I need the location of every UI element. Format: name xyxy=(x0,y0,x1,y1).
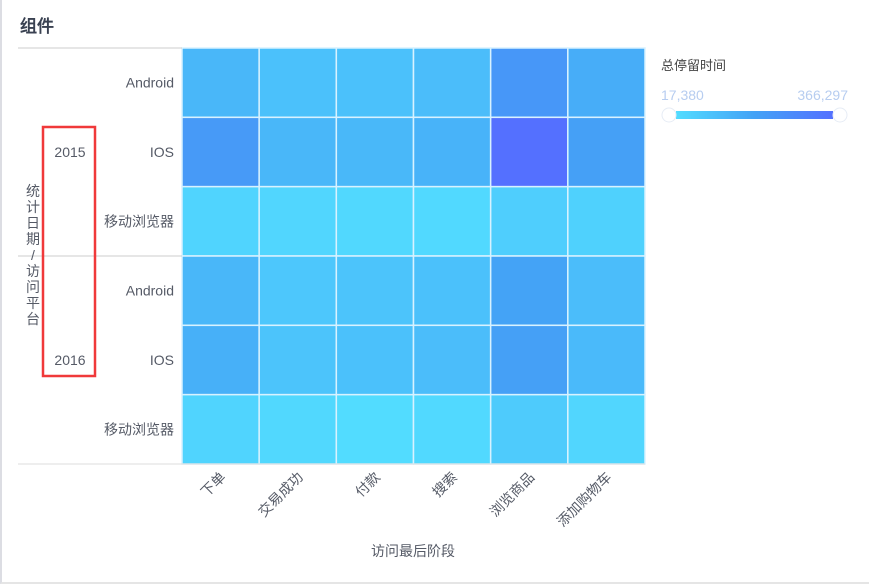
heatmap-cell[interactable] xyxy=(181,47,260,119)
page-title: 组件 xyxy=(20,17,54,36)
y-group-label: 2016 xyxy=(54,352,85,368)
heatmap-cell[interactable] xyxy=(335,116,415,188)
heatmap-cell[interactable] xyxy=(489,47,569,119)
heatmap-cell[interactable] xyxy=(258,324,338,396)
heatmap-cell[interactable] xyxy=(258,116,338,188)
heatmap-cell[interactable] xyxy=(181,324,260,396)
legend-max-handle[interactable] xyxy=(832,107,848,123)
highlight-box xyxy=(41,125,97,378)
heatmap-cell[interactable] xyxy=(489,324,569,396)
heatmap-cell[interactable] xyxy=(567,47,646,119)
heatmap-cell[interactable] xyxy=(335,393,415,465)
x-tick-label: 搜索 xyxy=(429,469,460,500)
legend-max-label: 366,297 xyxy=(797,87,848,103)
legend-title: 总停留时间 xyxy=(661,58,726,73)
heatmap-cell[interactable] xyxy=(181,393,260,465)
heatmap-cell[interactable] xyxy=(258,393,338,465)
heatmap-cell[interactable] xyxy=(489,393,569,465)
legend-gradient-bar xyxy=(676,111,833,119)
x-tick-label: 浏览商品 xyxy=(486,469,537,520)
x-axis-title: 访问最后阶段 xyxy=(371,543,455,559)
x-tick-label: 交易成功 xyxy=(255,469,306,520)
heatmap-cell[interactable] xyxy=(489,185,569,257)
heatmap-cell[interactable] xyxy=(567,324,646,396)
legend-min-label: 17,380 xyxy=(661,87,704,103)
y-tick-label: Android xyxy=(126,283,174,299)
heatmap-cell[interactable] xyxy=(335,255,415,327)
visual-map-legend[interactable]: 总停留时间 17,380 366,297 xyxy=(661,58,848,123)
y-group-label: 2015 xyxy=(54,144,85,160)
heatmap-cell[interactable] xyxy=(412,255,492,327)
heatmap-cell[interactable] xyxy=(258,255,338,327)
y-tick-label: IOS xyxy=(150,352,174,368)
heatmap-cell[interactable] xyxy=(567,116,646,188)
heatmap-cell[interactable] xyxy=(181,185,260,257)
heatmap-cell[interactable] xyxy=(258,185,338,257)
heatmap-cell[interactable] xyxy=(489,255,569,327)
x-tick-label: 付款 xyxy=(352,469,383,500)
heatmap-cell[interactable] xyxy=(258,47,338,119)
heatmap-cell[interactable] xyxy=(412,47,492,119)
heatmap-cell[interactable] xyxy=(181,116,260,188)
x-tick-label: 添加购物车 xyxy=(554,469,615,530)
heatmap-cell[interactable] xyxy=(335,47,415,119)
y-tick-label: Android xyxy=(126,75,174,91)
y-tick-label: 移动浏览器 xyxy=(104,213,174,229)
heatmap-cell[interactable] xyxy=(181,255,260,327)
heatmap-cell[interactable] xyxy=(567,185,646,257)
y-tick-label: 移动浏览器 xyxy=(104,421,174,437)
heatmap-cell[interactable] xyxy=(412,324,492,396)
heatmap-cell[interactable] xyxy=(489,116,569,188)
legend-min-handle[interactable] xyxy=(661,107,677,123)
heatmap-cell[interactable] xyxy=(412,185,492,257)
heatmap-cell[interactable] xyxy=(567,255,646,327)
heatmap-cell[interactable] xyxy=(335,185,415,257)
y-axis-title: 统计日期/访问平台 xyxy=(26,183,40,327)
y-tick-label: IOS xyxy=(150,144,174,160)
heatmap-cell[interactable] xyxy=(567,393,646,465)
heatmap-cell[interactable] xyxy=(412,116,492,188)
x-tick-label: 下单 xyxy=(198,469,229,500)
heatmap-cell[interactable] xyxy=(335,324,415,396)
heatmap-cell[interactable] xyxy=(412,393,492,465)
